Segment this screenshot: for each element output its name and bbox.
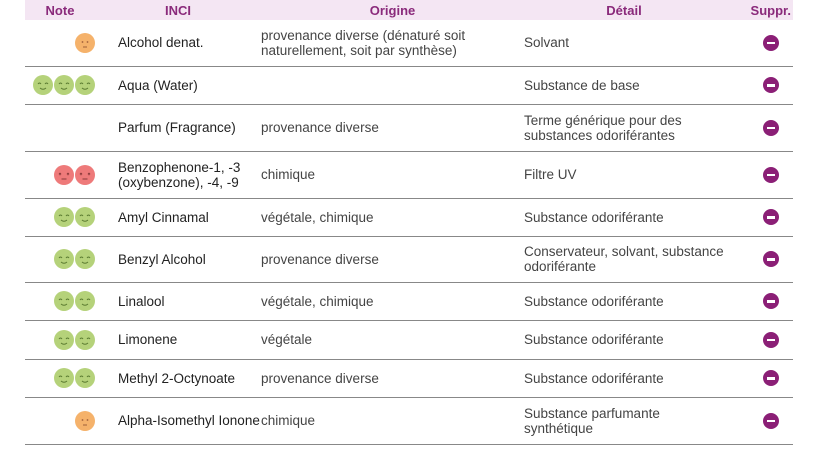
- note-cell: [25, 282, 95, 321]
- rating-good-icon: [54, 368, 74, 388]
- suppr-cell: [724, 359, 793, 398]
- remove-icon[interactable]: [763, 251, 779, 268]
- ingredients-table: Note INCI Origine Détail Suppr. Alcohol …: [25, 0, 793, 445]
- rating-good-icon: [75, 207, 95, 227]
- origine-cell: provenance diverse: [261, 359, 524, 398]
- table-row: Methyl 2-Octynoate provenance diverse Su…: [25, 359, 793, 398]
- remove-icon[interactable]: [763, 77, 779, 94]
- suppr-cell: [724, 320, 793, 360]
- header-note: Note: [25, 0, 95, 20]
- rating-good-icon: [54, 75, 74, 95]
- detail-cell: Substance odoriférante: [524, 282, 724, 321]
- table-row: Amyl Cinnamal végétale, chimique Substan…: [25, 198, 793, 237]
- rating-good-icon: [54, 207, 74, 227]
- origine-cell: [261, 66, 524, 105]
- rating-medium-icon: [75, 32, 95, 53]
- suppr-cell: [724, 20, 793, 67]
- table-row: Parfum (Fragrance) provenance diverse Te…: [25, 104, 793, 152]
- remove-icon[interactable]: [763, 209, 779, 226]
- detail-cell: Solvant: [524, 20, 724, 67]
- note-cell: [25, 198, 95, 237]
- rating-good-icon: [54, 329, 74, 350]
- table-row: Alpha-Isomethyl Ionone chimique Substanc…: [25, 397, 793, 445]
- detail-cell: Filtre UV: [524, 151, 724, 199]
- detail-cell: Conservateur, solvant, substance odorifé…: [524, 236, 724, 283]
- note-cell: [25, 320, 95, 360]
- rating-good-icon: [33, 75, 53, 95]
- inci-name: Methyl 2-Octynoate: [95, 359, 261, 398]
- table-row: Benzyl Alcohol provenance diverse Conser…: [25, 236, 793, 283]
- remove-icon[interactable]: [763, 370, 779, 387]
- remove-icon[interactable]: [763, 412, 779, 429]
- header-detail: Détail: [524, 0, 724, 20]
- note-cell: [25, 104, 95, 152]
- inci-name: Aqua (Water): [95, 66, 261, 105]
- rating-medium-icon: [75, 410, 95, 431]
- table-row: Benzophenone-1, -3 (oxybenzone), -4, -9 …: [25, 151, 793, 199]
- note-cell: [25, 359, 95, 398]
- remove-icon[interactable]: [763, 293, 779, 310]
- rating-good-icon: [75, 368, 95, 388]
- rating-good-icon: [75, 329, 95, 350]
- remove-icon[interactable]: [763, 34, 779, 51]
- table-row: Linalool végétale, chimique Substance od…: [25, 282, 793, 321]
- suppr-cell: [724, 151, 793, 199]
- header-origine: Origine: [261, 0, 524, 20]
- rating-good-icon: [54, 291, 74, 311]
- remove-icon[interactable]: [763, 119, 779, 136]
- note-cell: [25, 236, 95, 283]
- remove-icon[interactable]: [763, 166, 779, 183]
- inci-name: Linalool: [95, 282, 261, 321]
- note-cell: [25, 20, 95, 67]
- detail-cell: Terme générique pour des substances odor…: [524, 104, 724, 152]
- suppr-cell: [724, 236, 793, 283]
- rating-good-icon: [75, 249, 95, 269]
- rating-good-icon: [75, 75, 95, 95]
- table-row: Aqua (Water) Substance de base: [25, 66, 793, 105]
- suppr-cell: [724, 104, 793, 152]
- header-inci: INCI: [95, 0, 261, 20]
- origine-cell: provenance diverse: [261, 104, 524, 152]
- rating-bad-icon: [75, 164, 95, 185]
- inci-name: Parfum (Fragrance): [95, 104, 261, 152]
- table-row: Alcohol denat. provenance diverse (dénat…: [25, 20, 793, 67]
- suppr-cell: [724, 66, 793, 105]
- origine-cell: végétale, chimique: [261, 282, 524, 321]
- rating-good-icon: [75, 291, 95, 311]
- suppr-cell: [724, 198, 793, 237]
- suppr-cell: [724, 282, 793, 321]
- detail-cell: Substance odoriférante: [524, 198, 724, 237]
- note-cell: [25, 151, 95, 199]
- inci-name: Alcohol denat.: [95, 20, 261, 67]
- detail-cell: Substance parfumante synthétique: [524, 397, 724, 445]
- inci-name: Amyl Cinnamal: [95, 198, 261, 237]
- origine-cell: provenance diverse: [261, 236, 524, 283]
- detail-cell: Substance de base: [524, 66, 724, 105]
- inci-name: Alpha-Isomethyl Ionone: [95, 397, 261, 445]
- note-cell: [25, 397, 95, 445]
- origine-cell: chimique: [261, 151, 524, 199]
- detail-cell: Substance odoriférante: [524, 359, 724, 398]
- inci-name: Benzophenone-1, -3 (oxybenzone), -4, -9: [95, 151, 261, 199]
- rating-good-icon: [54, 249, 74, 269]
- detail-cell: Substance odoriférante: [524, 320, 724, 360]
- origine-cell: chimique: [261, 397, 524, 445]
- remove-icon[interactable]: [763, 331, 779, 348]
- table-row: Limonene végétale Substance odoriférante: [25, 320, 793, 360]
- note-cell: [25, 66, 95, 105]
- origine-cell: végétale: [261, 320, 524, 360]
- inci-name: Limonene: [95, 320, 261, 360]
- header-suppr: Suppr.: [724, 0, 793, 20]
- origine-cell: provenance diverse (dénaturé soit nature…: [261, 20, 524, 67]
- inci-name: Benzyl Alcohol: [95, 236, 261, 283]
- rating-bad-icon: [54, 164, 74, 185]
- origine-cell: végétale, chimique: [261, 198, 524, 237]
- suppr-cell: [724, 397, 793, 445]
